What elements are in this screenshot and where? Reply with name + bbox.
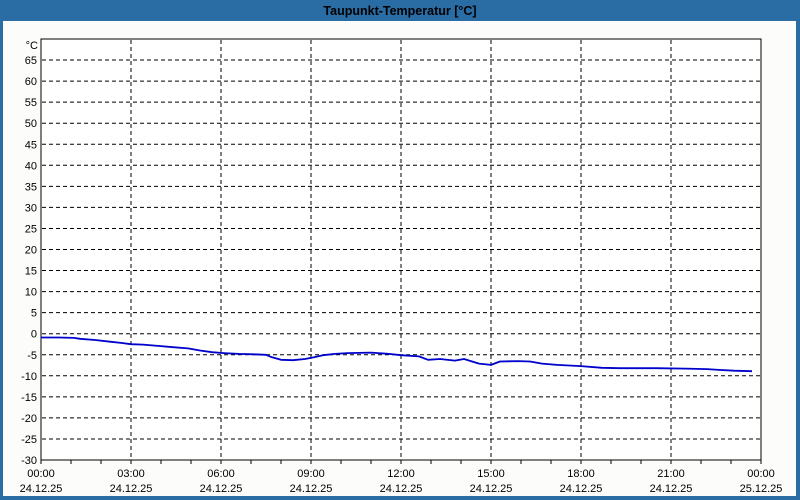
x-tick-date-label: 24.12.25 bbox=[110, 483, 153, 495]
x-tick-date-label: 25.12.25 bbox=[740, 483, 783, 495]
x-tick-time-label: 06:00 bbox=[207, 468, 235, 480]
x-tick-date-label: 24.12.25 bbox=[650, 483, 693, 495]
y-tick-label: -5 bbox=[27, 350, 37, 362]
x-tick-date-label: 24.12.25 bbox=[470, 483, 513, 495]
y-tick-label: 65 bbox=[25, 55, 37, 67]
x-tick-date-label: 24.12.25 bbox=[20, 483, 63, 495]
x-tick-date-label: 24.12.25 bbox=[290, 483, 333, 495]
title-bar[interactable] bbox=[0, 0, 800, 21]
x-tick-time-label: 21:00 bbox=[657, 468, 685, 480]
x-tick-time-label: 00:00 bbox=[27, 468, 55, 480]
y-tick-label: 60 bbox=[25, 76, 37, 88]
y-tick-label: 50 bbox=[25, 118, 37, 130]
window-title: Taupunkt-Temperatur [°C] bbox=[323, 4, 476, 18]
chart-plot: 65605550454035302520151050-5-10-15-20-25… bbox=[20, 38, 783, 495]
y-tick-label: -25 bbox=[21, 434, 37, 446]
y-tick-label: 25 bbox=[25, 223, 37, 235]
x-tick-date-label: 24.12.25 bbox=[380, 483, 423, 495]
y-tick-label: 35 bbox=[25, 181, 37, 193]
x-tick-time-label: 00:00 bbox=[747, 468, 775, 480]
y-tick-label: 10 bbox=[25, 287, 37, 299]
y-tick-label: -30 bbox=[21, 455, 37, 467]
y-axis-unit-label: °C bbox=[26, 40, 38, 52]
x-tick-time-label: 18:00 bbox=[567, 468, 595, 480]
y-tick-label: -10 bbox=[21, 371, 37, 383]
x-tick-date-label: 24.12.25 bbox=[560, 483, 603, 495]
y-tick-label: -15 bbox=[21, 392, 37, 404]
y-tick-label: 45 bbox=[25, 139, 37, 151]
y-tick-label: 0 bbox=[31, 329, 37, 341]
y-tick-label: 5 bbox=[31, 308, 37, 320]
y-tick-label: 20 bbox=[25, 245, 37, 257]
x-tick-time-label: 15:00 bbox=[477, 468, 505, 480]
y-tick-label: 30 bbox=[25, 202, 37, 214]
window-border-right bbox=[796, 21, 800, 500]
x-tick-time-label: 12:00 bbox=[387, 468, 415, 480]
window-border-left bbox=[0, 21, 3, 500]
window-border-bottom bbox=[0, 496, 800, 500]
y-tick-label: 15 bbox=[25, 266, 37, 278]
x-tick-date-label: 24.12.25 bbox=[200, 483, 243, 495]
y-tick-label: -20 bbox=[21, 413, 37, 425]
series-line bbox=[41, 336, 753, 373]
y-tick-label: 55 bbox=[25, 97, 37, 109]
x-tick-time-label: 03:00 bbox=[117, 468, 145, 480]
y-tick-label: 40 bbox=[25, 160, 37, 172]
x-tick-time-label: 09:00 bbox=[297, 468, 325, 480]
